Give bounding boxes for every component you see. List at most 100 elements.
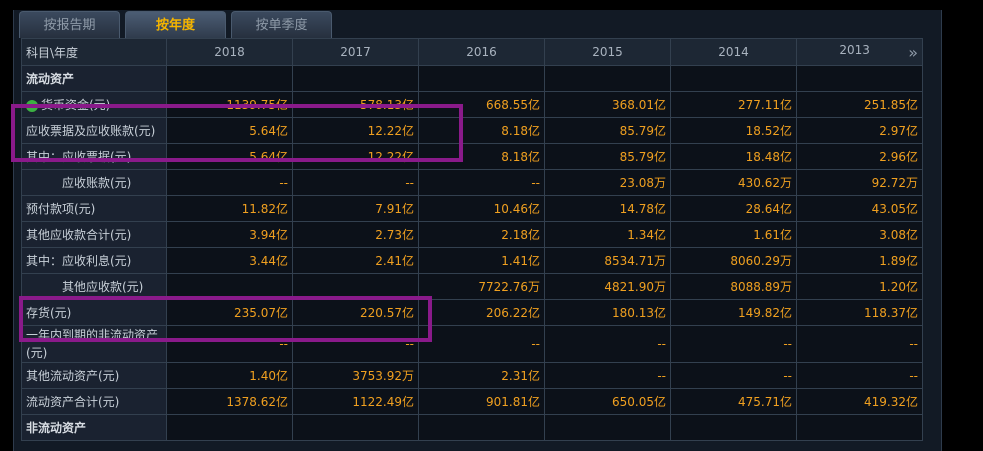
value-cell: -- [670,325,797,363]
value-cell: 28.64亿 [670,195,797,222]
value-cell [796,414,923,441]
row-label: 其中：应收利息(元) [21,247,167,274]
value-cell [292,414,419,441]
value-cell: 85.79亿 [544,117,671,144]
next-page-icon[interactable]: » [908,42,918,62]
year-header[interactable]: 2015 [544,38,671,66]
year-header[interactable]: 2018 [166,38,293,66]
year-header[interactable]: 2014 [670,38,797,66]
value-cell: -- [418,169,545,196]
value-cell: 5.64亿 [166,143,293,170]
row-label-text: 流动资产 [26,72,75,86]
year-header-label[interactable]: 2013 [839,42,870,57]
value-cell: 475.71亿 [670,388,797,415]
row-label-text: 其中：应收票据(元) [26,150,132,164]
value-cell [166,65,293,92]
value-cell: 18.48亿 [670,143,797,170]
row-label: 一年内到期的非流动资产(元) [21,325,167,363]
row-label-text: 流动资产合计(元) [26,395,120,409]
value-cell: 8534.71万 [544,247,671,274]
value-cell: 2.41亿 [292,247,419,274]
row-label-text: 其中：应收利息(元) [26,254,132,268]
value-cell: 1.34亿 [544,221,671,248]
value-cell: 10.46亿 [418,195,545,222]
table-row: 货币资金(元) 1139.75亿 578.13亿 668.55亿 368.01亿 277.… [21,91,923,118]
tab-by-quarter[interactable]: 按单季度 [231,11,332,38]
row-label-text: 应收票据及应收账款(元) [26,124,156,138]
row-label: 流动资产 [21,65,167,92]
row-label: 预付款项(元) [21,195,167,222]
tab-by-year[interactable]: 按年度 [125,11,226,38]
table-row: 其他应收款(元) 7722.76万 4821.90万 8088.89万 1.20亿 [21,273,923,300]
value-cell: 1.41亿 [418,247,545,274]
value-cell: 3.08亿 [796,221,923,248]
value-cell: 235.07亿 [166,299,293,326]
value-cell: -- [796,325,923,363]
row-label: 应收账款(元) [21,169,167,196]
table-row: 流动资产 [21,65,923,92]
value-cell: 8.18亿 [418,117,545,144]
value-cell: 1139.75亿 [166,91,293,118]
value-cell: 419.32亿 [796,388,923,415]
value-cell: 430.62万 [670,169,797,196]
row-label-text: 其他应收款(元) [62,280,144,294]
year-header[interactable]: 2017 [292,38,419,66]
value-cell: 23.08万 [544,169,671,196]
value-cell: 12.22亿 [292,117,419,144]
value-cell: 901.81亿 [418,388,545,415]
row-label: 流动资产合计(元) [21,388,167,415]
value-cell: 7.91亿 [292,195,419,222]
row-label: 存货(元) [21,299,167,326]
value-cell: -- [166,169,293,196]
value-cell: 2.18亿 [418,221,545,248]
corner-header: 科目\年度 [21,38,167,66]
value-cell: 18.52亿 [670,117,797,144]
row-label-text: 预付款项(元) [26,202,96,216]
value-cell: 1122.49亿 [292,388,419,415]
value-cell [166,273,293,300]
status-dot-icon [26,99,38,112]
value-cell: 3753.92万 [292,362,419,389]
value-cell: 206.22亿 [418,299,545,326]
value-cell: 251.85亿 [796,91,923,118]
row-label-text: 货币资金(元) [41,98,111,112]
year-header[interactable]: 2016 [418,38,545,66]
row-label-text: 存货(元) [26,306,72,320]
value-cell: 1.40亿 [166,362,293,389]
table-row: 应收票据及应收账款(元) 5.64亿 12.22亿 8.18亿 85.79亿 18.52亿… [21,117,923,144]
year-header: 2013 » [796,38,923,66]
value-cell: 1.61亿 [670,221,797,248]
value-cell [544,65,671,92]
value-cell: 2.96亿 [796,143,923,170]
row-label-text: 其他流动资产(元) [26,369,120,383]
table-row: 存货(元) 235.07亿 220.57亿 206.22亿 180.13亿 149.82亿… [21,299,923,326]
value-cell: 8088.89万 [670,273,797,300]
row-label-text: 一年内到期的非流动资产(元) [26,328,159,360]
row-label: 应收票据及应收账款(元) [21,117,167,144]
value-cell: 578.13亿 [292,91,419,118]
value-cell: 1.20亿 [796,273,923,300]
value-cell: -- [292,169,419,196]
value-cell: 43.05亿 [796,195,923,222]
row-label: 其他应收款(元) [21,273,167,300]
value-cell: -- [166,325,293,363]
value-cell: 118.37亿 [796,299,923,326]
table-row: 流动资产合计(元) 1378.62亿 1122.49亿 901.81亿 650.05亿 4… [21,388,923,415]
value-cell: 2.31亿 [418,362,545,389]
value-cell: 3.44亿 [166,247,293,274]
value-cell: -- [292,325,419,363]
value-cell: 650.05亿 [544,388,671,415]
value-cell: -- [418,325,545,363]
value-cell: 5.64亿 [166,117,293,144]
value-cell: 2.97亿 [796,117,923,144]
value-cell [670,65,797,92]
value-cell: 14.78亿 [544,195,671,222]
tab-by-report-period[interactable]: 按报告期 [19,11,120,38]
value-cell: 277.11亿 [670,91,797,118]
table-row: 一年内到期的非流动资产(元) -- -- -- -- -- -- [21,325,923,363]
row-label: 其他应收款合计(元) [21,221,167,248]
value-cell: -- [670,362,797,389]
row-label: 货币资金(元) [21,91,167,118]
row-label-text: 非流动资产 [26,421,87,435]
table-row: 应收账款(元) -- -- -- 23.08万 430.62万 92.72万 [21,169,923,196]
